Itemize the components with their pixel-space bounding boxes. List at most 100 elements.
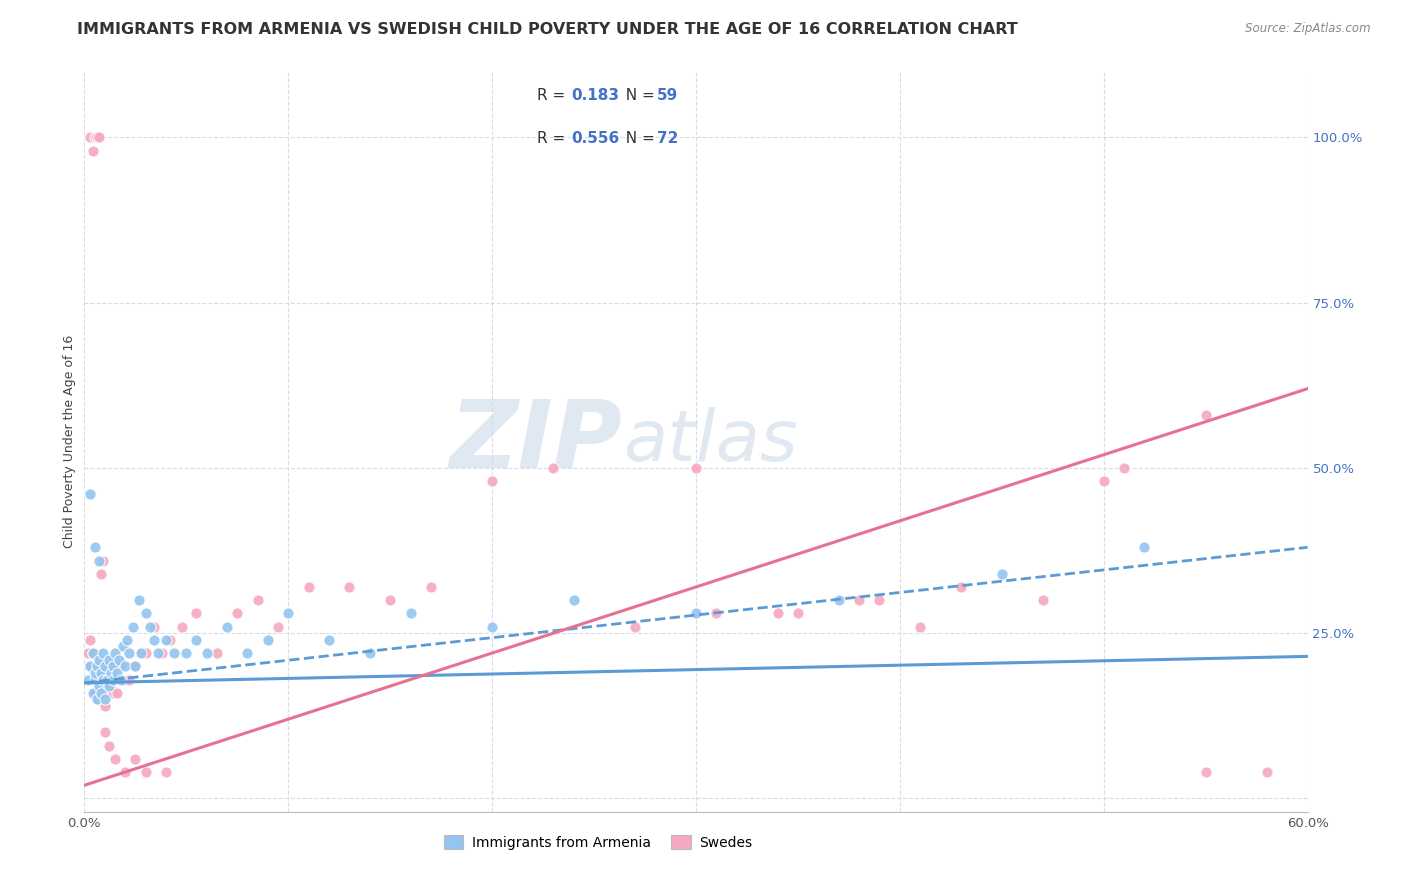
Point [787,607,810,621]
Point [86,673,108,687]
Point [118,673,141,687]
Point [150,646,173,660]
Point [1114,461,1136,475]
Text: 0.183: 0.183 [571,88,619,103]
Point [79,487,101,501]
Point [135,607,157,621]
Point [172,620,194,634]
Point [86,130,108,145]
Point [93,692,115,706]
Point [91,673,114,687]
Point [155,765,177,780]
Point [950,580,973,594]
Point [380,593,402,607]
Point [101,686,124,700]
Text: ZIP: ZIP [450,395,623,488]
Point [108,653,131,667]
Point [91,553,114,567]
Text: IMMIGRANTS FROM ARMENIA VS SWEDISH CHILD POVERTY UNDER THE AGE OF 16 CORRELATION: IMMIGRANTS FROM ARMENIA VS SWEDISH CHILD… [77,22,1018,37]
Point [186,632,208,647]
Point [828,593,851,607]
Point [910,620,932,634]
Point [131,646,153,660]
Point [267,620,290,634]
Point [399,607,422,621]
Point [83,673,105,687]
Point [135,646,157,660]
Point [79,130,101,145]
Point [142,620,165,634]
Point [624,620,647,634]
Text: R =: R = [537,88,569,103]
Point [766,607,789,621]
Point [1032,593,1054,607]
Point [79,659,101,673]
Point [869,593,891,607]
Point [257,632,280,647]
Point [90,566,112,581]
Point [93,725,115,739]
Point [87,130,110,145]
Point [105,686,128,700]
Point [359,646,381,660]
Point [481,620,503,634]
Point [87,679,110,693]
Point [83,659,105,673]
Point [114,659,136,673]
Point [82,673,104,687]
Point [848,593,870,607]
Point [77,673,100,687]
Point [97,659,120,673]
Point [101,659,124,673]
Point [87,653,110,667]
Point [83,665,105,680]
Point [163,646,186,660]
Point [86,659,108,673]
Point [114,765,136,780]
Point [236,646,259,660]
Point [122,620,145,634]
Point [77,646,100,660]
Point [79,632,101,647]
Point [83,541,105,555]
Point [205,646,228,660]
Point [90,686,112,700]
Point [481,474,503,488]
Point [991,566,1014,581]
Text: N =: N = [616,130,659,145]
Point [114,673,136,687]
Point [318,632,340,647]
Point [115,632,138,647]
Point [195,646,218,660]
Point [685,607,707,621]
Point [174,646,197,660]
Point [124,752,146,766]
Text: 59: 59 [657,88,678,103]
Point [96,673,118,687]
Point [128,593,150,607]
Point [562,593,585,607]
Point [1092,474,1115,488]
Point [90,673,112,687]
Point [226,607,249,621]
Point [118,646,141,660]
Point [87,659,110,673]
Point [186,607,208,621]
Point [96,673,118,687]
Point [104,752,127,766]
Point [82,646,104,660]
Point [79,659,101,673]
Y-axis label: Child Poverty Under the Age of 16: Child Poverty Under the Age of 16 [63,334,76,549]
Point [110,659,132,673]
Point [91,659,114,673]
Point [420,580,443,594]
Point [83,130,105,145]
Text: Source: ZipAtlas.com: Source: ZipAtlas.com [1246,22,1371,36]
Point [97,679,120,693]
Text: R =: R = [537,130,569,145]
Point [142,632,165,647]
Point [105,665,128,680]
Point [82,686,104,700]
Point [124,659,146,673]
Point [82,144,104,158]
